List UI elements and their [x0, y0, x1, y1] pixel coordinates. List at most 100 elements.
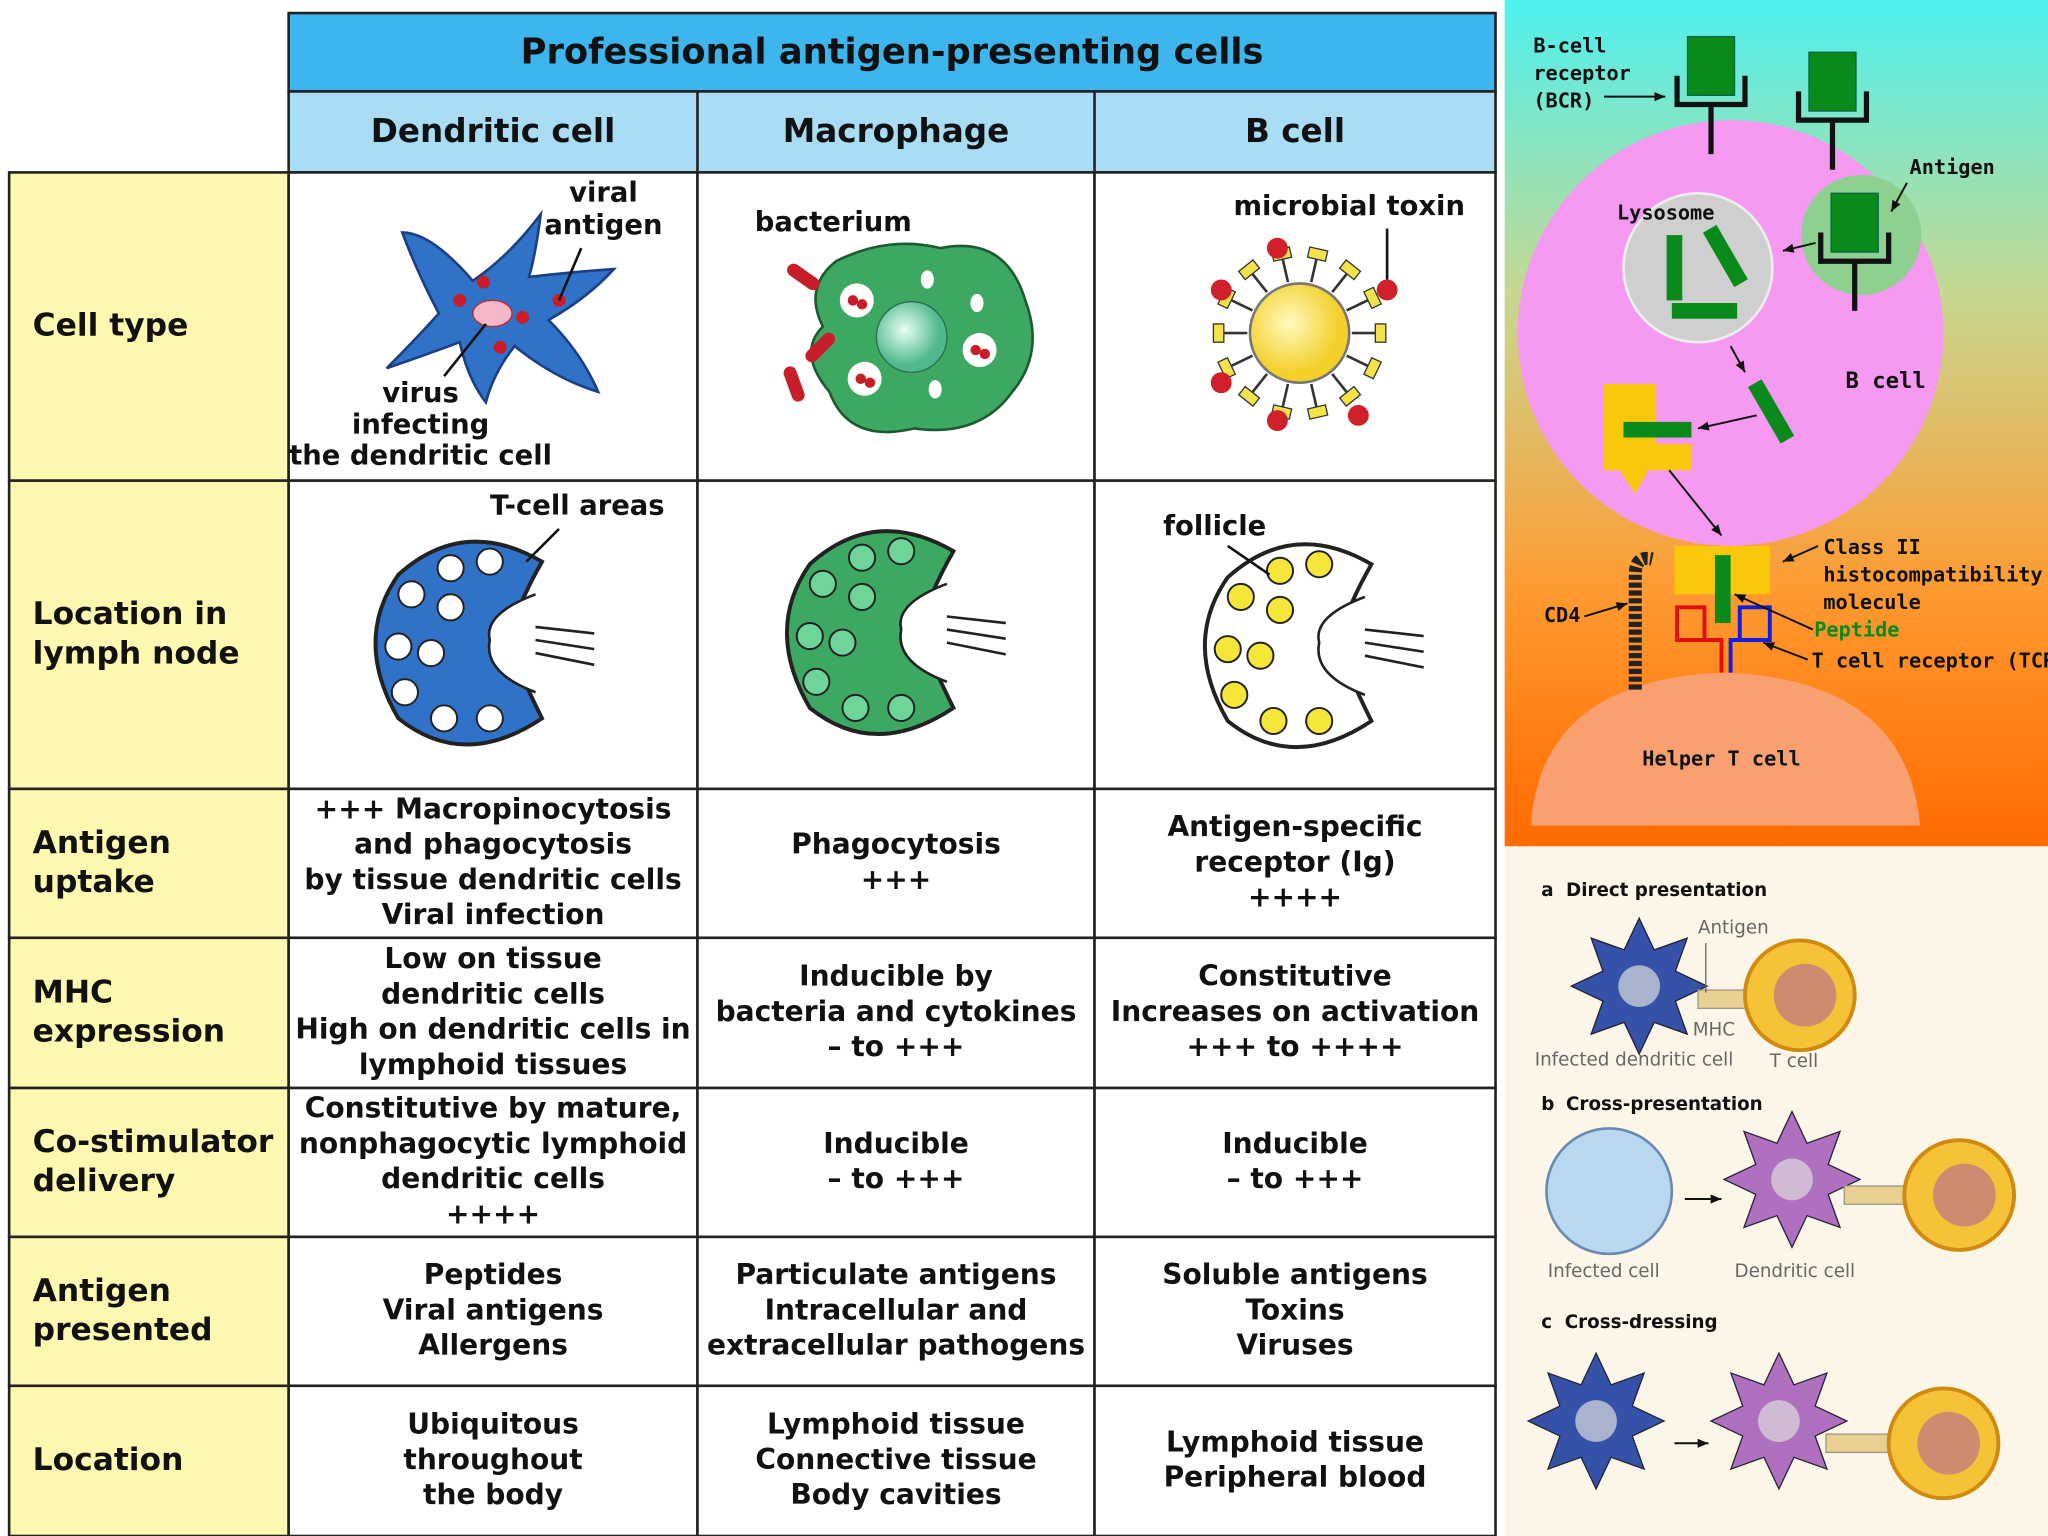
cell-text: Connective tissue — [755, 1443, 1036, 1476]
antigen — [1808, 51, 1857, 112]
cell-text: Antigen-specific — [1167, 810, 1422, 843]
follicle — [887, 537, 916, 566]
fragment — [1666, 235, 1683, 301]
follicle — [847, 582, 877, 611]
column-header: Dendritic cell — [371, 112, 616, 150]
bcr — [1818, 232, 1892, 311]
label: Class II — [1823, 535, 1920, 559]
follicle — [397, 580, 426, 609]
pointer — [557, 247, 583, 301]
row-label: Cell type — [33, 308, 189, 344]
label: the dendritic cell — [289, 441, 552, 472]
row-label: Location in — [33, 596, 228, 632]
vessel — [1364, 628, 1424, 638]
cell-text: Lymphoid tissue — [1166, 1425, 1424, 1458]
vessel — [946, 615, 1006, 625]
table-cell — [696, 787, 1096, 940]
label: follicle — [1163, 511, 1266, 542]
receptor-tip — [1237, 385, 1261, 408]
row-label: lymph node — [33, 635, 240, 671]
row-label: expression — [33, 1013, 225, 1049]
cell-text: – to +++ — [828, 1030, 965, 1063]
receptor-tip — [1306, 246, 1329, 263]
label: virus — [382, 378, 459, 409]
vessel — [1364, 654, 1424, 669]
label: b — [1541, 1094, 1554, 1115]
follicle — [475, 704, 504, 733]
label: Lysosome — [1617, 201, 1714, 225]
arrowhead — [1697, 1438, 1709, 1448]
toxin — [1210, 372, 1232, 394]
label: viral — [569, 177, 638, 208]
row-label: presented — [33, 1312, 213, 1348]
macrophage-nucleus — [875, 301, 948, 373]
label: Infected dendritic cell — [1535, 1050, 1734, 1071]
viral-antigen — [515, 310, 529, 324]
cell-text: Increases on activation — [1111, 995, 1479, 1028]
label: infecting — [352, 409, 489, 440]
cell-text: lymphoid tissues — [359, 1048, 627, 1081]
label: Cross-presentation — [1566, 1094, 1763, 1115]
follicle — [416, 639, 446, 668]
receptor-tip — [1306, 404, 1329, 420]
follicle — [1305, 706, 1334, 736]
row-label-cell — [7, 171, 290, 482]
label: CD4 — [1544, 603, 1581, 627]
cell-text: +++ — [861, 863, 932, 896]
follicle — [1305, 550, 1334, 579]
toxin — [1266, 237, 1288, 259]
cell-text: dendritic cells — [381, 1162, 605, 1195]
cell-text: +++ Macropinocytosis — [315, 792, 672, 825]
nucleus — [1618, 965, 1661, 1008]
cell-text: Inducible — [823, 1127, 969, 1160]
label: B cell — [1846, 368, 1926, 394]
tcr-red — [1675, 605, 1724, 673]
vessel — [535, 638, 595, 651]
table-cell — [1093, 1235, 1497, 1388]
cell-text: Peripheral blood — [1164, 1461, 1427, 1494]
bacterium-dot — [864, 377, 876, 388]
arrowhead — [1891, 199, 1901, 212]
mhc-peptide — [1623, 421, 1692, 438]
cell-text: the body — [423, 1478, 563, 1511]
fragment — [1702, 224, 1748, 288]
table-cell — [287, 787, 699, 940]
follicle — [1213, 635, 1242, 664]
label: T-cell areas — [490, 490, 665, 521]
label: T cell — [1769, 1051, 1818, 1072]
peptide — [1747, 379, 1795, 444]
table-cell — [696, 1086, 1096, 1239]
label: Infected cell — [1548, 1261, 1660, 1282]
table-cell — [1093, 936, 1497, 1090]
follicle — [828, 628, 857, 657]
receptor-tip — [1212, 323, 1225, 343]
infected-cell — [1545, 1127, 1674, 1256]
table-cell — [287, 1086, 699, 1239]
bacterium — [783, 366, 805, 402]
t-cell-nucleus — [1773, 963, 1837, 1027]
cell-text: Ubiquitous — [407, 1408, 579, 1441]
receptor-tip — [1338, 385, 1362, 408]
cell-text: Viruses — [1236, 1329, 1353, 1362]
follicle — [384, 632, 413, 661]
mhc-ii — [1603, 384, 1692, 494]
cell-text: Body cavities — [790, 1478, 1001, 1511]
follicle — [1265, 556, 1295, 585]
table-cell — [1093, 1384, 1497, 1536]
toxin — [1376, 279, 1398, 301]
label: Peptide — [1814, 617, 1899, 641]
mhc-tcr — [1697, 989, 1751, 1009]
row-label: MHC — [33, 974, 113, 1010]
follicle — [802, 667, 831, 696]
cd4 — [1628, 551, 1654, 690]
arrowhead — [1782, 553, 1795, 562]
bacterium-dot — [979, 348, 991, 360]
cell-text: by tissue dendritic cells — [304, 863, 681, 896]
viral-antigen — [476, 275, 490, 289]
follicle — [390, 678, 419, 707]
cell-text: – to +++ — [1227, 1162, 1364, 1195]
header-bar — [287, 90, 1497, 174]
row-label-cell — [7, 1235, 290, 1388]
follicle — [1259, 706, 1288, 736]
cell-text: Peptides — [424, 1258, 563, 1291]
